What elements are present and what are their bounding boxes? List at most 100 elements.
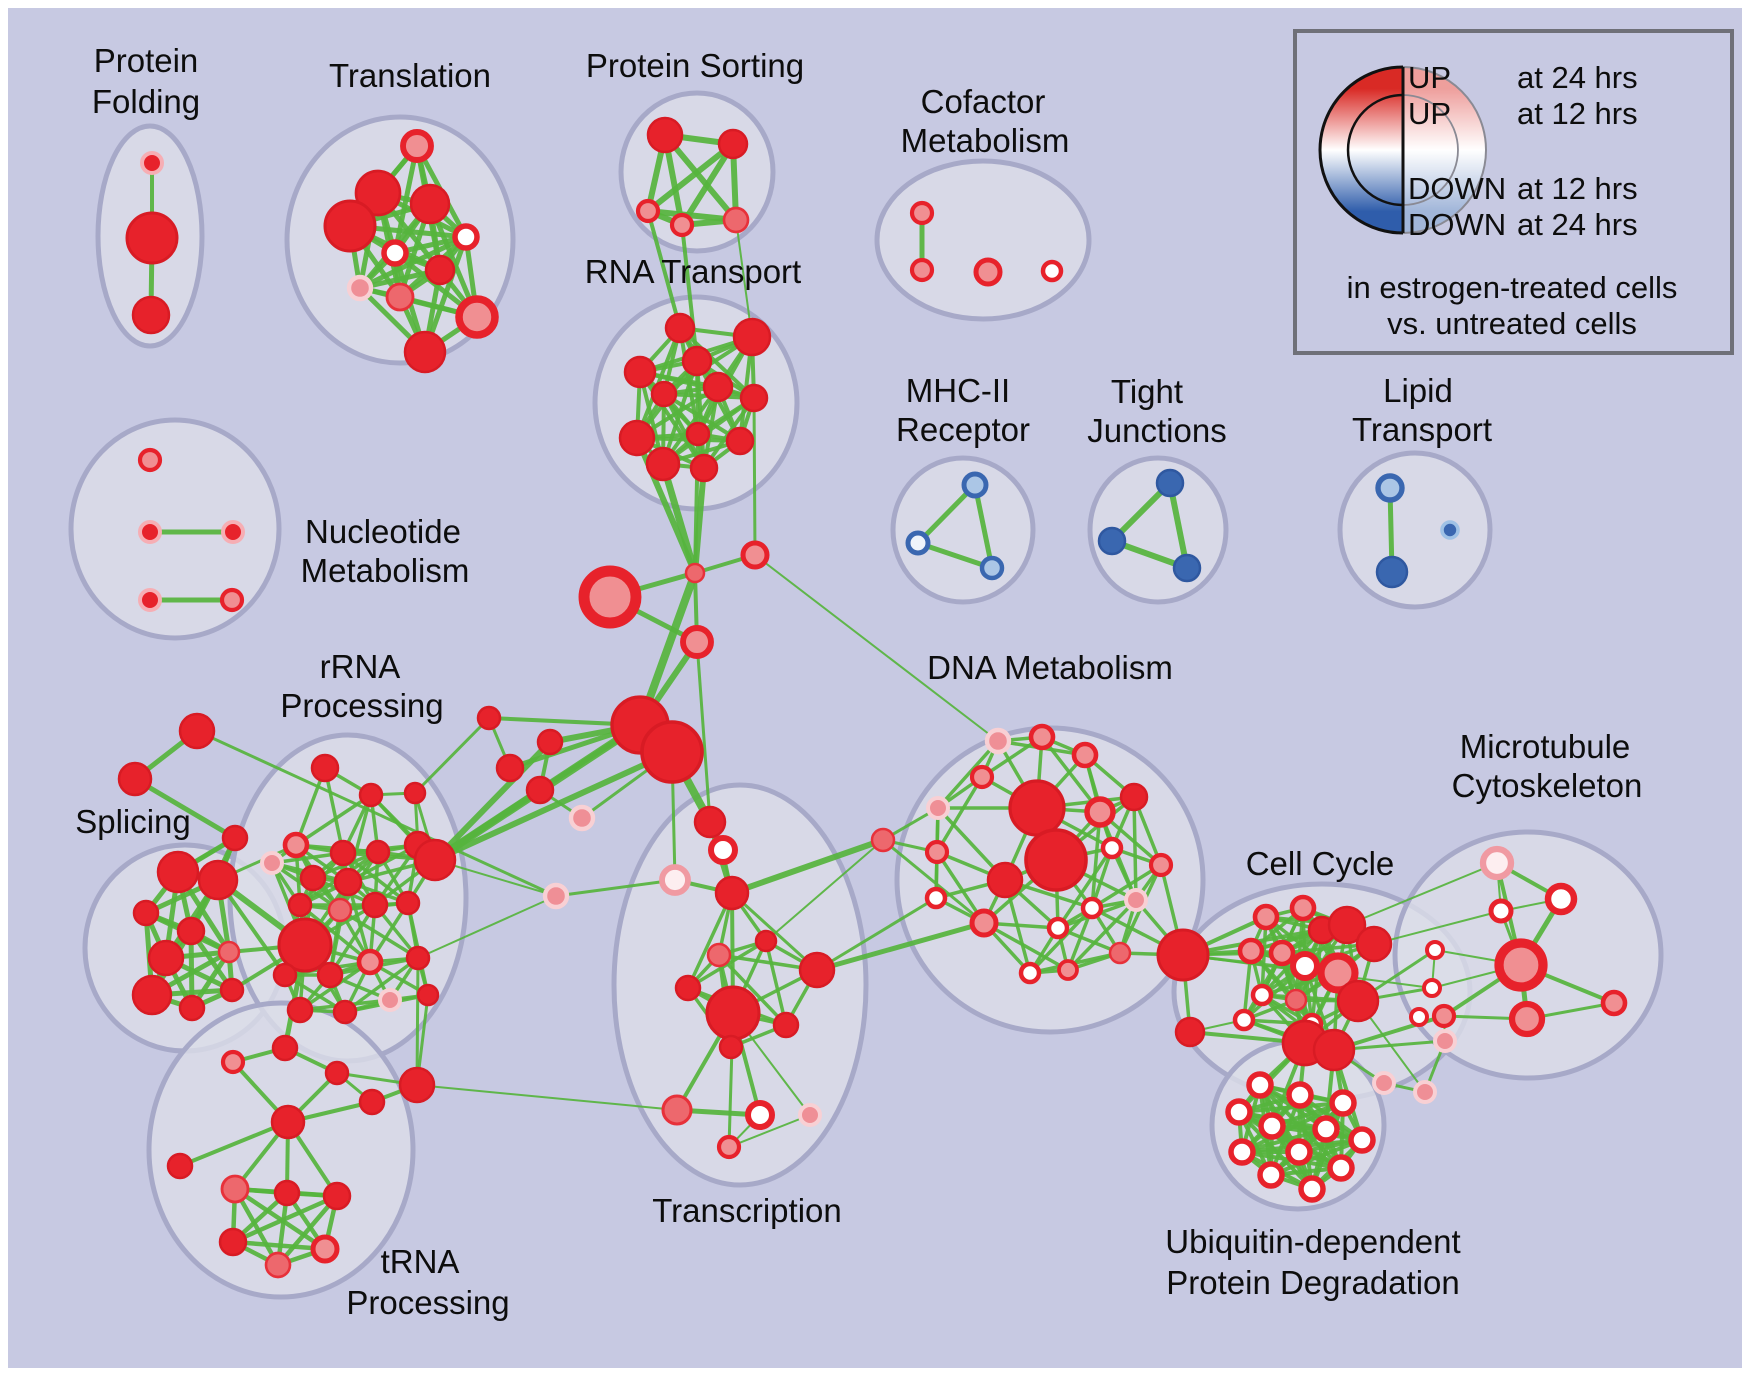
gene-node-rt2 xyxy=(623,355,657,389)
cluster-label-nucleotide-metabolism: Nucleotide xyxy=(305,513,461,550)
gene-node-cc5 xyxy=(1327,905,1367,945)
mesh-edge xyxy=(357,234,469,291)
gene-node-tx13 xyxy=(798,1103,822,1127)
mesh-edge xyxy=(935,775,984,854)
mesh-edge xyxy=(1090,863,1163,910)
cluster-label-mhc-ii-receptor: Receptor xyxy=(896,411,1030,448)
gene-node-tr10 xyxy=(403,330,447,374)
gene-node-tr1 xyxy=(354,169,402,217)
gene-node-rr7 xyxy=(299,864,327,892)
gene-node-dm10 xyxy=(1148,852,1174,878)
edge-mid3-tx0 xyxy=(695,640,712,824)
gene-node-dm19 xyxy=(1174,1016,1206,1048)
mesh-edge xyxy=(678,326,756,400)
gene-node-tnspoke xyxy=(166,1152,194,1180)
gene-node-rr20 xyxy=(416,983,440,1007)
gene-node-nm0 xyxy=(137,447,163,473)
edge-tnc1-rr16 xyxy=(415,956,420,1087)
gene-node-rr18 xyxy=(332,999,358,1025)
gene-node-tx2 xyxy=(659,864,691,896)
gene-node-rr1 xyxy=(358,782,384,808)
gene-node-mt6 xyxy=(1431,1003,1457,1029)
mesh-edge xyxy=(328,903,377,977)
gene-node-tn3 xyxy=(218,1227,248,1257)
gene-node-rr14 xyxy=(316,961,344,989)
gene-node-sp3 xyxy=(176,916,206,946)
gene-node-mh1 xyxy=(905,530,931,556)
cluster-label-nucleotide-metabolism: Metabolism xyxy=(301,552,470,589)
mesh-edge xyxy=(936,739,1000,810)
gene-node-tx11 xyxy=(661,1094,693,1126)
gene-node-ub4 xyxy=(1258,1112,1286,1140)
mesh-edge xyxy=(230,1239,328,1252)
gene-node-dm2 xyxy=(1071,741,1099,769)
gene-node-mid10 xyxy=(476,705,502,731)
gene-node-ps4 xyxy=(722,206,750,234)
gene-node-tr7 xyxy=(346,274,374,302)
gene-node-tn5 xyxy=(264,1251,292,1279)
gene-node-rrb1 xyxy=(271,1034,299,1062)
edge-mh0-mh2 xyxy=(972,482,995,571)
cluster-label-microtubule-cytoskeleton: Microtubule xyxy=(1460,728,1631,765)
edge-mid1-dm0 xyxy=(754,554,999,742)
gene-node-ub8 xyxy=(1285,1138,1313,1166)
edge-ps2-rt0 xyxy=(646,209,682,330)
gene-node-rt7 xyxy=(618,419,656,457)
cluster-label-lipid-transport: Lipid xyxy=(1383,372,1453,409)
cluster-label-tight-junctions: Tight xyxy=(1111,373,1183,410)
gene-node-rr15 xyxy=(356,948,384,976)
gene-node-tx5 xyxy=(706,942,732,968)
legend-inner-ring-right xyxy=(1402,94,1459,206)
legend: UP at 24 hrs UP at 12 hrs DOWN at 12 hrs DOWN a… xyxy=(1293,29,1734,355)
gene-node-tr6 xyxy=(424,254,456,286)
gene-node-sp1 xyxy=(197,859,239,901)
gene-node-sp7 xyxy=(178,994,206,1022)
cluster-label-lipid-transport: Transport xyxy=(1352,411,1492,448)
mesh-edge xyxy=(679,141,736,228)
edge-spt1-spt2 xyxy=(132,776,238,841)
gene-node-mid4 xyxy=(536,728,564,756)
gene-node-mid9 xyxy=(403,781,427,805)
gene-node-mh0 xyxy=(961,471,989,499)
gene-node-dm12 xyxy=(969,908,999,938)
gene-node-rt10 xyxy=(645,446,681,482)
gene-node-rr12 xyxy=(395,890,421,916)
cluster-ellipse-lipid-transport xyxy=(1337,450,1493,610)
mesh-edge xyxy=(1310,928,1324,1026)
gene-node-rt1 xyxy=(732,317,772,357)
gene-node-nm2 xyxy=(221,520,245,544)
gene-node-cc3 xyxy=(1268,939,1296,967)
edge-hub2-rrhub2 xyxy=(432,749,675,863)
gene-node-tx0 xyxy=(693,805,727,839)
gene-node-ub3 xyxy=(1225,1098,1253,1126)
edge-cc6-mt2 xyxy=(1373,910,1502,945)
legend-footnote-1: vs. untreated cells xyxy=(1387,306,1637,341)
cluster-label-rrna-processing: rRNA xyxy=(320,648,401,685)
gene-node-mt9 xyxy=(1433,1029,1457,1053)
gene-node-nm1 xyxy=(138,520,162,544)
gene-node-dmc0 xyxy=(870,827,896,853)
mesh-edge xyxy=(717,953,788,1027)
gene-node-tr3 xyxy=(323,199,377,253)
gene-node-mt7 xyxy=(1508,1000,1546,1038)
gene-node-tx1 xyxy=(708,835,738,865)
gene-node-tn4 xyxy=(310,1234,340,1264)
edge-mid7-rr16 xyxy=(417,895,557,959)
cluster-ellipse-nucleotide-metabolism xyxy=(68,417,282,641)
gene-node-ub7 xyxy=(1228,1138,1256,1166)
gene-node-lt2 xyxy=(1375,555,1409,589)
node-layer xyxy=(117,116,1628,1279)
gene-node-cc15 xyxy=(1413,1080,1437,1104)
gene-node-rrb2 xyxy=(324,1060,350,1086)
gene-node-sp8 xyxy=(219,977,245,1003)
cluster-label-cofactor-metabolism: Metabolism xyxy=(901,122,1070,159)
gene-node-cc9 xyxy=(1284,988,1308,1012)
legend-direction-0: UP xyxy=(1408,60,1451,95)
gene-node-tx10 xyxy=(718,1034,744,1060)
gene-node-pf1 xyxy=(125,211,179,265)
mesh-edge xyxy=(1132,795,1138,902)
gene-node-cc0 xyxy=(1252,903,1280,931)
edge-cc5-mt0 xyxy=(1346,862,1498,926)
gene-node-mt8 xyxy=(1600,989,1628,1017)
gene-node-rt9 xyxy=(725,426,755,456)
